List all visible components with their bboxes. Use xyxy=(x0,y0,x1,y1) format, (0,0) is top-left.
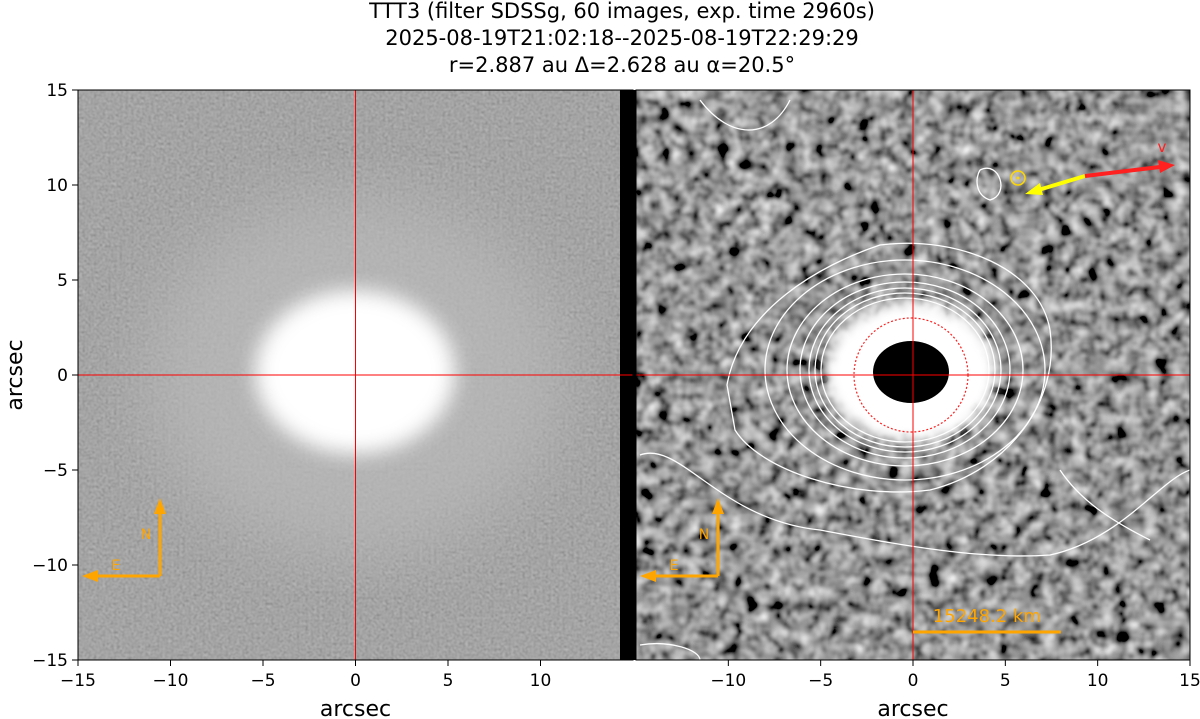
y-tick-label: −15 xyxy=(32,651,68,671)
x-tick-label: 10 xyxy=(1087,671,1109,691)
compass-north-head xyxy=(712,498,724,514)
compass-east-label: E xyxy=(670,558,679,574)
title-line: 2025-08-19T21:02:18--2025-08-19T22:29:29 xyxy=(385,26,859,50)
scale-bar-label: 15248.2 km xyxy=(933,606,1041,627)
x-axis-label: arcsec xyxy=(320,697,391,719)
compass-east-head xyxy=(640,570,656,582)
y-tick-label: 10 xyxy=(46,176,68,196)
x-tick-label: 0 xyxy=(350,671,361,691)
x-tick-label: −10 xyxy=(710,671,746,691)
compass-east-label: E xyxy=(112,558,121,574)
title-line: r=2.887 au Δ=2.628 au α=20.5° xyxy=(449,53,795,77)
x-axis-label: arcsec xyxy=(877,697,948,719)
compass-north-label: N xyxy=(699,527,709,543)
x-tick-label: 5 xyxy=(1000,671,1011,691)
compass-east-head xyxy=(82,570,98,582)
x-tick-label: 0 xyxy=(908,671,919,691)
y-axis-label: arcsec xyxy=(3,339,28,410)
compass-north-head xyxy=(154,498,166,514)
y-tick-label: 5 xyxy=(57,271,68,291)
x-tick-label: 5 xyxy=(443,671,454,691)
x-tick-label: −10 xyxy=(153,671,189,691)
compass-north-label: N xyxy=(141,527,151,543)
y-tick-label: 0 xyxy=(57,366,68,386)
velocity-label: v xyxy=(1158,138,1167,156)
title-line: TTT3 (filter SDSSg, 60 images, exp. time… xyxy=(368,0,875,23)
y-tick-label: 15 xyxy=(46,81,68,101)
x-tick-label: −5 xyxy=(250,671,275,691)
x-tick-label: −5 xyxy=(808,671,833,691)
y-tick-label: −5 xyxy=(43,461,68,481)
y-tick-label: −10 xyxy=(32,556,68,576)
x-tick-label: 10 xyxy=(530,671,552,691)
x-tick-label: 15 xyxy=(1179,671,1200,691)
x-tick-label: −15 xyxy=(60,671,96,691)
